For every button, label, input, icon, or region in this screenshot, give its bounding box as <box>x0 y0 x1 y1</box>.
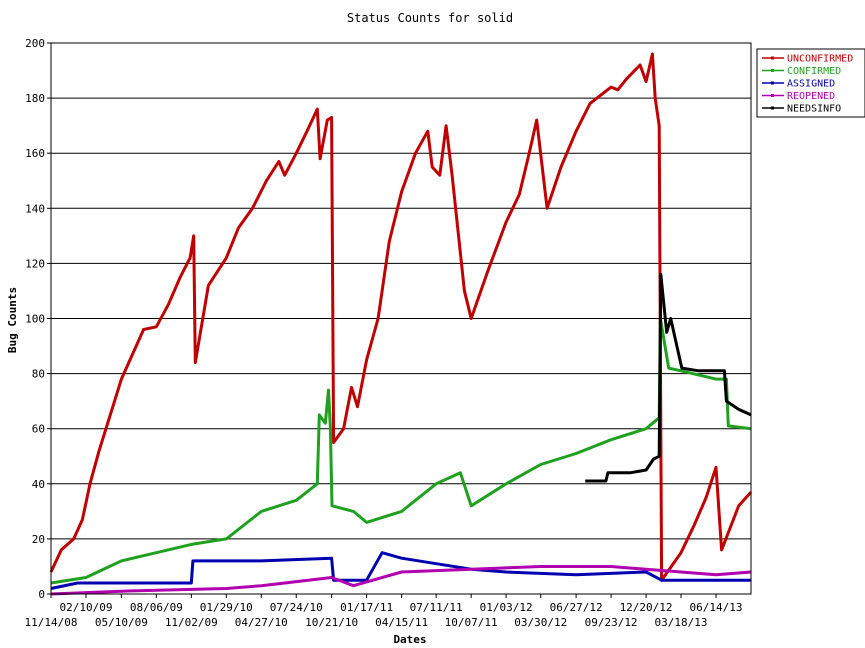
y-tick-label: 180 <box>25 92 45 105</box>
series-line-needsinfo <box>585 272 752 483</box>
series-line-reopened <box>50 565 752 596</box>
x-tick-label: 04/15/11 <box>375 616 428 629</box>
x-tick-label: 01/03/12 <box>480 601 533 614</box>
legend-label: REOPENED <box>787 91 835 102</box>
x-tick-label: 03/30/12 <box>514 616 567 629</box>
plot-frame <box>50 42 752 595</box>
legend-label: CONFIRMED <box>787 66 841 77</box>
legend-marker <box>771 69 774 72</box>
x-tick-label: 03/18/13 <box>655 616 708 629</box>
x-tick-label: 11/02/09 <box>165 616 218 629</box>
legend-marker <box>771 94 774 97</box>
x-tick-label: 07/24/10 <box>270 601 323 614</box>
legend-label: ASSIGNED <box>787 79 835 90</box>
x-tick-label: 05/10/09 <box>95 616 148 629</box>
x-tick-label: 01/29/10 <box>200 601 253 614</box>
y-tick-label: 40 <box>32 478 45 491</box>
x-tick-label: 04/27/10 <box>235 616 288 629</box>
y-tick-label: 120 <box>25 257 45 270</box>
x-tick-label: 06/14/13 <box>690 601 743 614</box>
series-line-confirmed <box>50 317 752 585</box>
y-tick-label: 80 <box>32 368 45 381</box>
y-tick-label: 200 <box>25 37 45 50</box>
y-tick-label: 160 <box>25 147 45 160</box>
x-tick-label: 10/07/11 <box>445 616 498 629</box>
chart-title: Status Counts for solid <box>347 11 513 25</box>
y-axis-label: Bug Counts <box>6 287 19 353</box>
grid-lines <box>51 97 751 540</box>
y-tick-label: 100 <box>25 313 45 326</box>
x-axis-label: Dates <box>393 633 426 646</box>
x-tick-label: 10/21/10 <box>305 616 358 629</box>
x-tick-label: 02/10/09 <box>59 601 112 614</box>
x-tick-label: 06/27/12 <box>550 601 603 614</box>
series-line-unconfirmed <box>49 52 753 582</box>
x-axis-ticks: 11/14/08 05/10/09 11/02/09 04/27/10 10/21/10… <box>25 594 743 629</box>
y-tick-label: 20 <box>32 533 45 546</box>
x-tick-label: 01/17/11 <box>340 601 393 614</box>
y-tick-label: 60 <box>32 423 45 436</box>
series-line-assigned <box>50 551 751 590</box>
y-tick-label: 0 <box>38 588 45 601</box>
legend-label: UNCONFIRMED <box>787 54 853 65</box>
legend-label: NEEDSINFO <box>787 104 841 115</box>
legend-marker <box>771 56 774 60</box>
x-tick-label: 08/06/09 <box>130 601 183 614</box>
x-tick-label: 11/14/08 <box>25 616 78 629</box>
legend-marker <box>771 81 774 85</box>
x-tick-label: 09/23/12 <box>585 616 638 629</box>
x-tick-label: 07/11/11 <box>410 601 463 614</box>
series-layer <box>49 52 753 596</box>
legend-marker <box>771 106 774 110</box>
y-tick-label: 140 <box>25 202 45 215</box>
x-tick-label: 12/20/12 <box>620 601 673 614</box>
y-axis-ticks: 0 20 40 60 80 100 120 140 160 180 200 <box>25 37 51 601</box>
